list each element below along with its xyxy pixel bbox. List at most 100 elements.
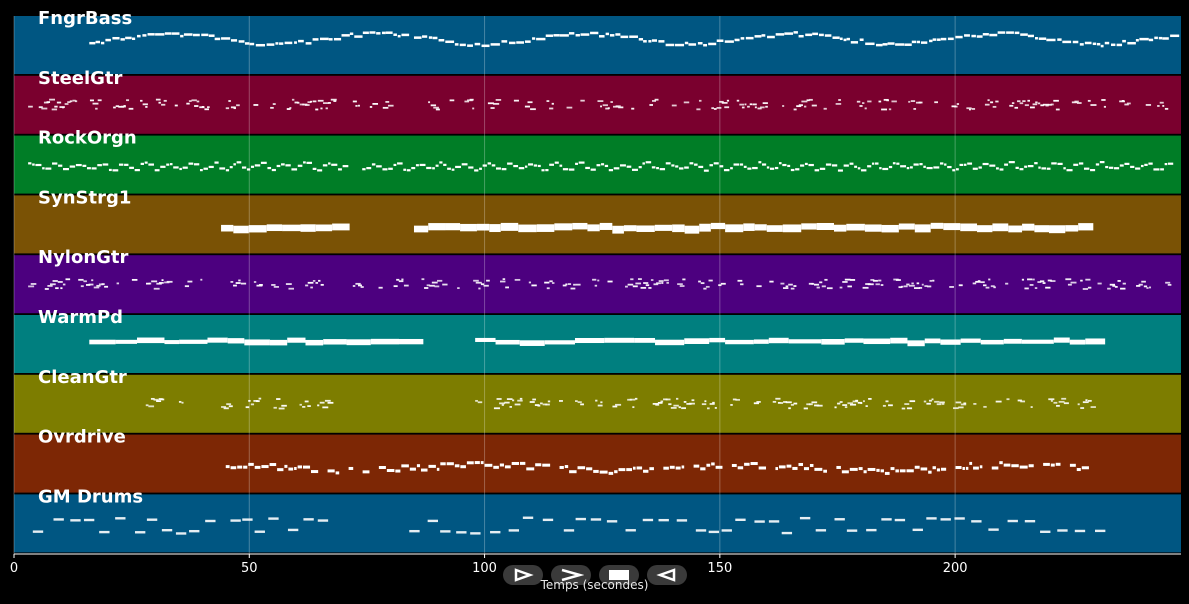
note (378, 286, 383, 289)
note (273, 286, 279, 288)
note (676, 519, 688, 522)
note (954, 517, 965, 520)
note (529, 401, 535, 403)
note (1074, 100, 1079, 103)
note (944, 163, 947, 166)
stop-button[interactable] (599, 565, 639, 585)
note (194, 105, 199, 107)
note (145, 404, 149, 407)
note (47, 285, 53, 287)
note (545, 403, 550, 406)
note (734, 38, 740, 42)
track-rockorgn[interactable]: RockOrgn (14, 128, 1181, 194)
note (1021, 339, 1054, 344)
note (725, 224, 744, 233)
note (926, 402, 931, 405)
track-fngrbass[interactable]: FngrBass (14, 8, 1181, 74)
note (1139, 37, 1149, 41)
note (1070, 281, 1077, 284)
note (1050, 400, 1053, 402)
note (559, 465, 564, 469)
note (240, 282, 247, 285)
note (768, 337, 789, 344)
note (52, 162, 58, 165)
note (95, 107, 98, 110)
note (818, 33, 824, 37)
note (668, 403, 672, 406)
note (244, 42, 250, 45)
note (495, 339, 520, 345)
rewind-button[interactable] (647, 565, 687, 585)
note (875, 43, 883, 47)
note (32, 530, 44, 533)
note (1116, 43, 1123, 47)
note (230, 281, 234, 283)
note (1032, 103, 1038, 106)
note (500, 280, 506, 283)
note (201, 33, 209, 37)
note (366, 167, 372, 170)
note (762, 102, 768, 105)
note (920, 467, 928, 471)
track-warmpd[interactable]: WarmPd (14, 307, 1181, 373)
note (711, 107, 715, 110)
note (467, 44, 473, 47)
note (100, 41, 105, 45)
note (630, 278, 634, 281)
play-button[interactable] (503, 565, 543, 585)
note (754, 35, 762, 38)
note (153, 398, 159, 401)
note (671, 164, 675, 167)
note (844, 338, 864, 343)
note (230, 106, 236, 109)
note (381, 31, 386, 35)
track-name: GM Drums (38, 486, 143, 507)
note (1027, 99, 1030, 102)
note (28, 285, 35, 288)
note (236, 161, 242, 164)
note (534, 404, 540, 406)
next-button[interactable] (551, 565, 591, 585)
note (132, 37, 136, 41)
note (456, 531, 467, 534)
note (1008, 225, 1023, 233)
note (753, 402, 759, 405)
track-synstrg1[interactable]: SynStrg1 (14, 187, 1181, 254)
note (1022, 223, 1035, 231)
note (315, 224, 333, 232)
note (549, 163, 555, 166)
note (980, 339, 1004, 345)
note (932, 38, 937, 41)
note (743, 223, 755, 231)
note (559, 400, 563, 402)
note (89, 99, 94, 102)
note (1040, 104, 1044, 107)
note (285, 164, 291, 167)
track-ovrdrive[interactable]: Ovrdrive (14, 427, 1181, 493)
note (49, 283, 56, 286)
note (963, 163, 967, 166)
track-steelgtr[interactable]: SteelGtr (14, 68, 1181, 134)
note (1020, 33, 1028, 36)
note (300, 224, 316, 232)
note (658, 40, 665, 43)
note (255, 400, 260, 403)
note (697, 42, 703, 45)
note (506, 398, 513, 401)
note (1008, 161, 1015, 164)
note (303, 518, 314, 521)
note (1092, 42, 1097, 46)
note (878, 279, 882, 282)
track-nylongtr[interactable]: NylonGtr (14, 247, 1181, 314)
note (1121, 100, 1125, 102)
note (730, 404, 733, 406)
note (977, 280, 981, 282)
track-cleangtr[interactable]: CleanGtr (14, 367, 1181, 433)
note (97, 164, 102, 167)
note (885, 400, 889, 403)
track-gm-drums[interactable]: GM Drums (14, 486, 1181, 553)
note (246, 168, 251, 171)
note (559, 164, 563, 167)
note (419, 163, 426, 167)
note (514, 403, 521, 406)
